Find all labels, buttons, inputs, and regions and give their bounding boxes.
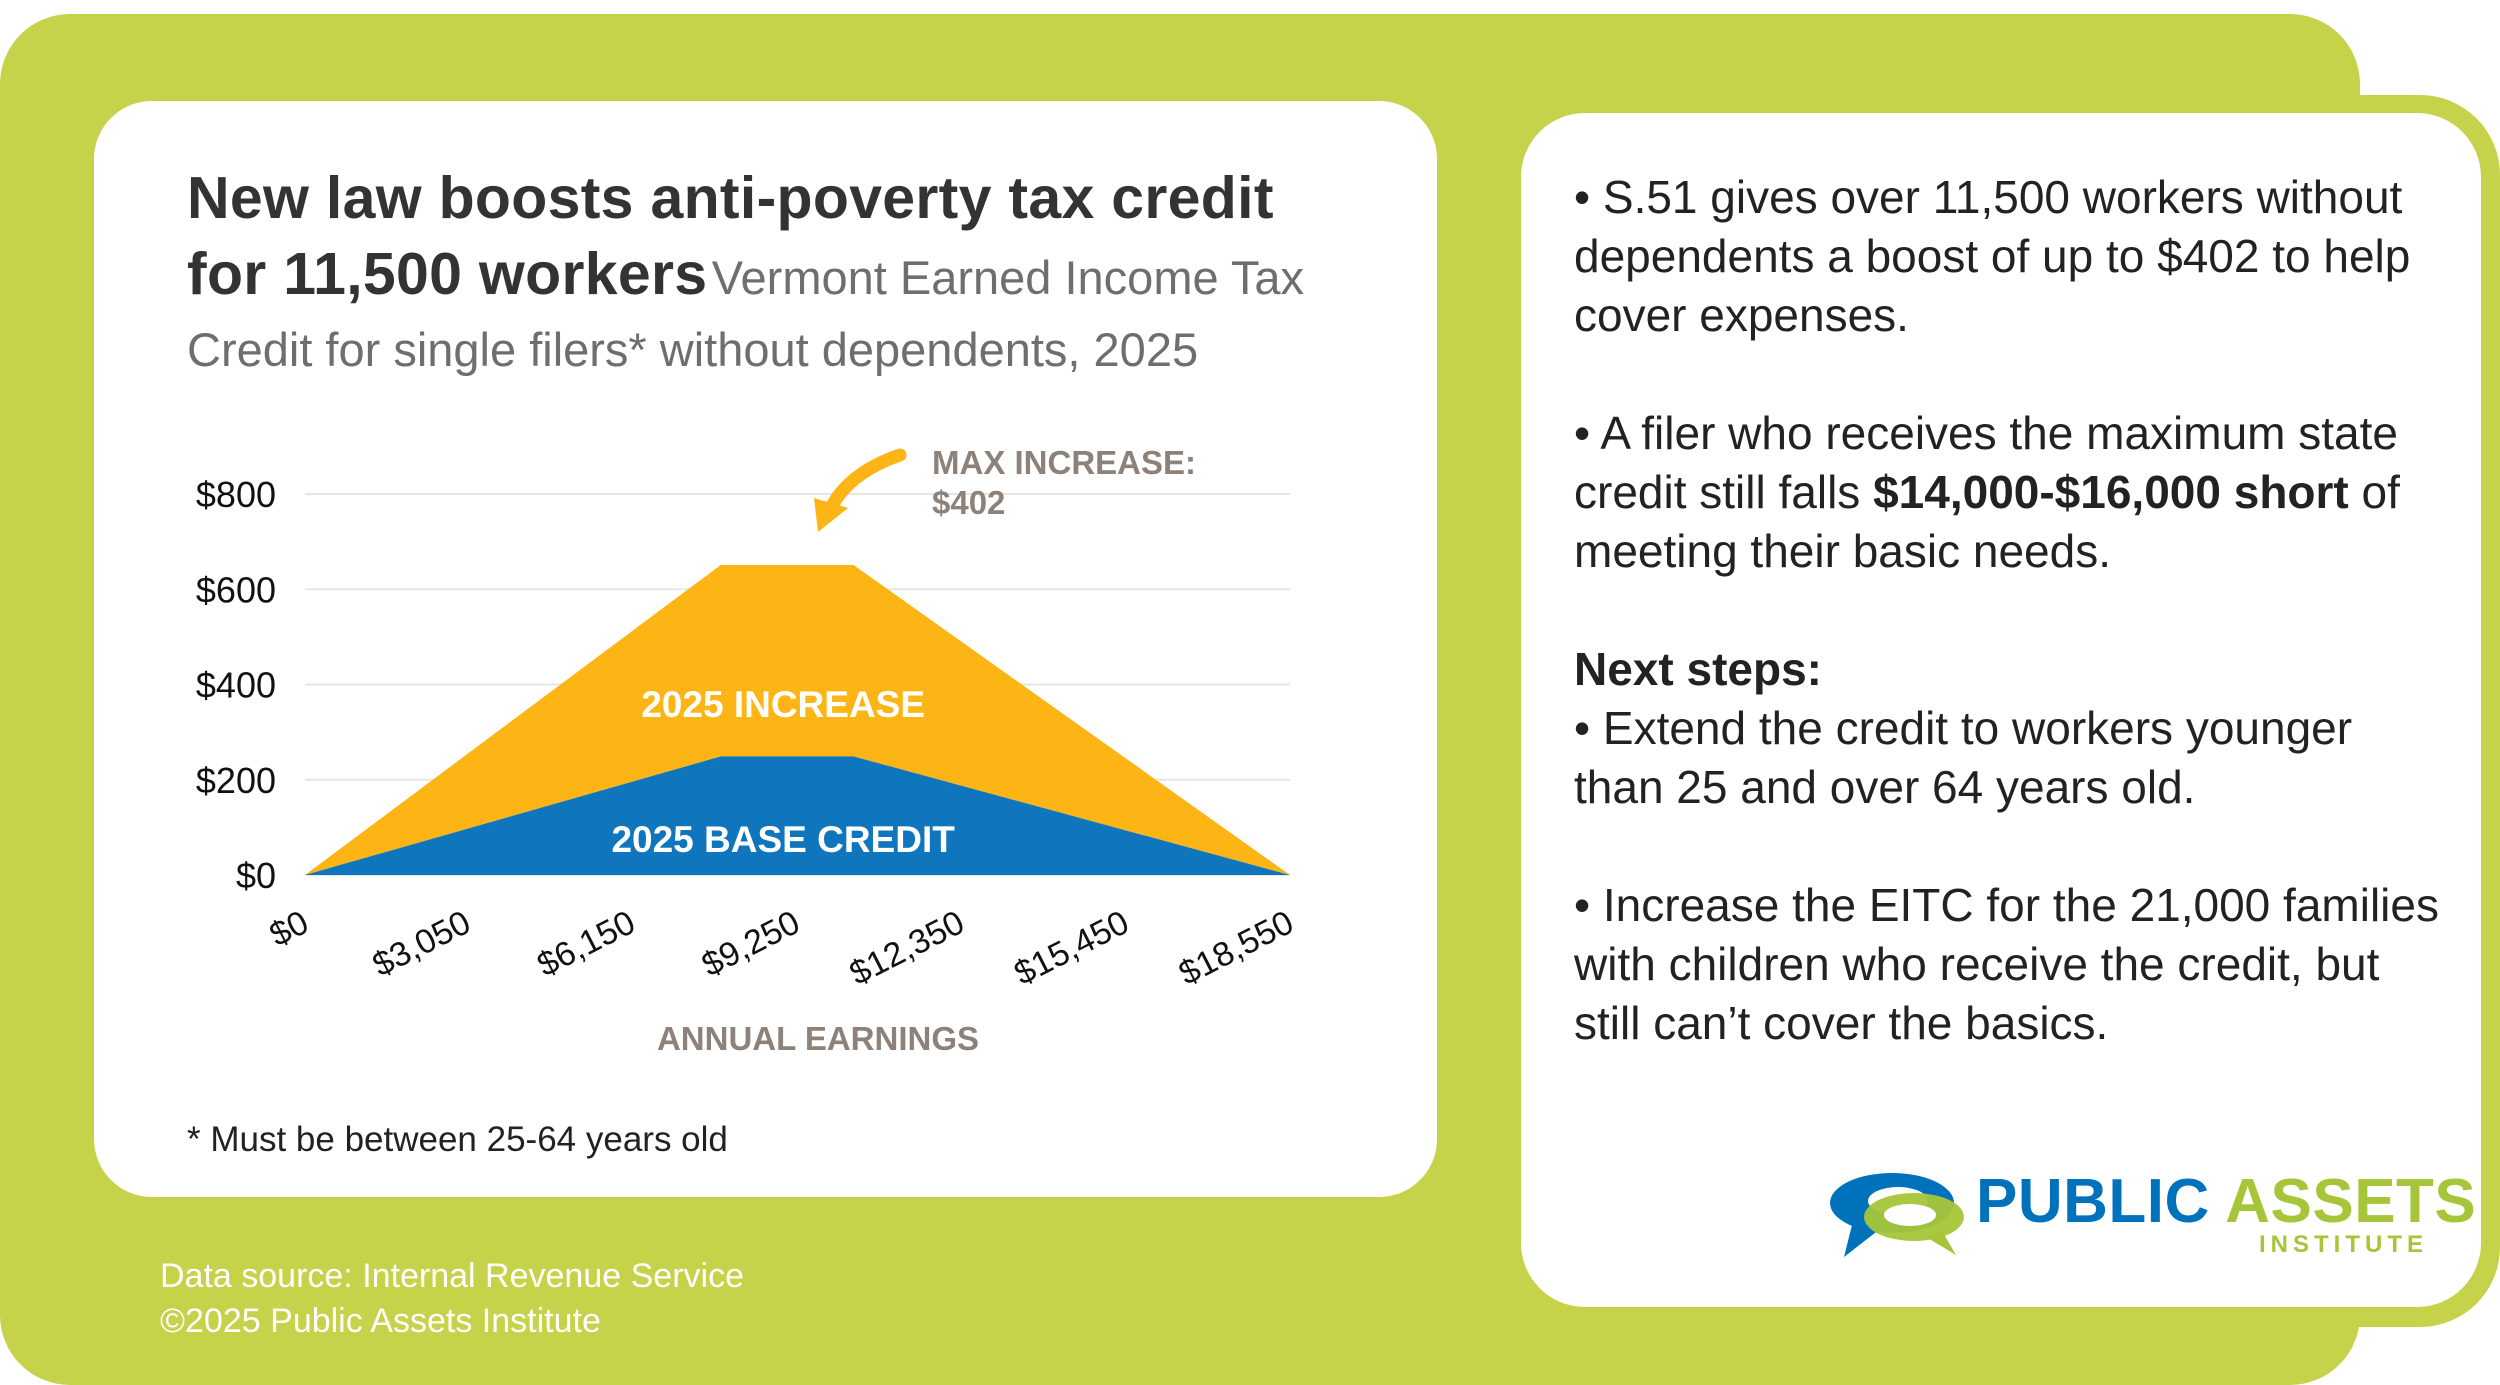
- public-assets-logo: PUBLIC ASSETS INSTITUTE: [1822, 1165, 2476, 1275]
- bullet-shortfall-pre: • A filer who receives the maximum state…: [1574, 407, 2398, 518]
- series-label-base: 2025 BASE CREDIT: [611, 819, 955, 860]
- source-credit: Data source: Internal Revenue Service ©2…: [160, 1254, 744, 1344]
- logo-word-public: PUBLIC: [1976, 1167, 2210, 1236]
- next-steps-heading: Next steps:: [1574, 640, 2444, 699]
- x-tick-label: $6,150: [531, 903, 641, 984]
- x-tick-label: $0: [264, 903, 315, 954]
- bullet-boost: • S.51 gives over 11,500 workers without…: [1574, 171, 2411, 341]
- logo-word-assets: ASSETS: [2225, 1167, 2477, 1236]
- y-tick-label: $200: [196, 760, 276, 801]
- bullet-shortfall: • A filer who receives the maximum state…: [1574, 404, 2444, 581]
- bullet-extend: • Extend the credit to workers younger t…: [1574, 702, 2353, 813]
- x-tick-label: $12,350: [844, 903, 971, 993]
- x-tick-label: $3,050: [367, 903, 477, 984]
- footnote: * Must be between 25-64 years old: [187, 1120, 728, 1159]
- curved-arrow-icon: [823, 448, 907, 517]
- annotation-max-increase: MAX INCREASE:: [932, 444, 1196, 481]
- series-label-increase: 2025 INCREASE: [641, 684, 925, 725]
- bullet-shortfall-post: of meeting their basic needs.: [1574, 466, 2400, 577]
- x-tick-label: $9,250: [696, 903, 806, 984]
- x-tick-label: $18,550: [1173, 903, 1300, 993]
- annotation-max-increase-value: $402: [932, 484, 1005, 521]
- area-2025-increase: [305, 564, 1290, 875]
- x-tick-label: $15,450: [1008, 903, 1135, 993]
- chart-title: New law boosts anti-poverty tax credit f…: [187, 165, 1274, 307]
- bullet-increase-eitc: • Increase the EITC for the 21,000 famil…: [1574, 879, 2439, 1049]
- data-source-text: Data source: Internal Revenue Service: [160, 1257, 744, 1295]
- bullet-text: • S.51 gives over 11,500 workers without…: [1574, 168, 2444, 1112]
- logo-subtitle: INSTITUTE: [2259, 1231, 2428, 1258]
- next-steps-label: Next steps:: [1574, 643, 1822, 695]
- chart-title-block: New law boosts anti-poverty tax credit f…: [187, 168, 1337, 392]
- area-2025-base-credit: [305, 756, 1290, 875]
- speech-bubbles-logo-icon: [1830, 1173, 1964, 1257]
- y-tick-label: $800: [196, 474, 276, 515]
- x-axis-title: ANNUAL EARNINGS: [657, 1020, 979, 1057]
- y-tick-label: $600: [196, 569, 276, 610]
- copyright-text: ©2025 Public Assets Institute: [160, 1302, 601, 1340]
- text-panel: [1521, 113, 2481, 1307]
- bullet-shortfall-bold: $14,000-$16,000 short: [1873, 466, 2349, 518]
- chart-subtitle: Vermont Earned Income Tax Credit for sin…: [187, 251, 1304, 376]
- x-axis-ticks: $0 $3,050 $6,150 $9,250 $12,350 $15,450 $18,55…: [264, 903, 1300, 993]
- y-tick-label: $400: [196, 665, 276, 706]
- arrow-head-icon: [814, 498, 848, 532]
- y-tick-label: $0: [236, 855, 276, 896]
- y-axis-ticks: $800 $600 $400 $200 $0: [196, 474, 276, 896]
- logo-wordmark: PUBLIC ASSETS: [1976, 1171, 2476, 1233]
